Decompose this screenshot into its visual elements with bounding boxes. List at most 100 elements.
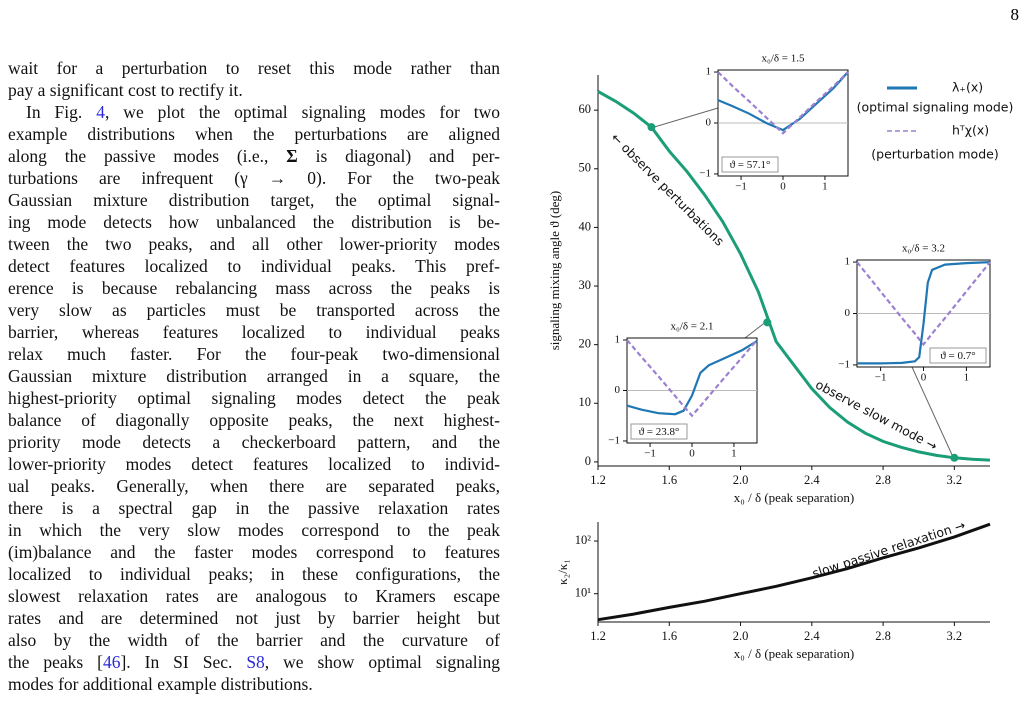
text: rates and are determined not just by bar… xyxy=(8,608,500,628)
inset-title: x₀/δ = 3.2 xyxy=(902,243,945,255)
text-line: localized to individual peaks; in these … xyxy=(8,563,500,585)
x-tick-label: −1 xyxy=(875,372,887,384)
y-tick-label: 0 xyxy=(845,307,851,319)
text-line: very slow as particles must be transport… xyxy=(8,299,500,321)
text: modes for additional example distributio… xyxy=(8,674,313,694)
note-box xyxy=(630,423,688,440)
text: ]. In SI Sec. xyxy=(120,652,247,672)
y-tick-label: 20 xyxy=(579,337,592,351)
y-tick-label: 10 xyxy=(579,395,592,409)
y-tick-label: −1 xyxy=(838,358,850,370)
y-tick-label: 0 xyxy=(615,384,621,396)
y-tick-label: 10² xyxy=(575,533,592,547)
legend-label: λ₊(x) xyxy=(952,80,983,95)
text: there is a spectral gap in the passive r… xyxy=(8,498,500,518)
x-tick-label: 1 xyxy=(822,181,828,193)
y-axis-label: κ₂/κ₁ xyxy=(555,559,570,585)
y-axis-label: signaling mixing angle ϑ (deg) xyxy=(547,191,562,351)
text-line: rates and are determined not just by bar… xyxy=(8,607,500,629)
y-tick-label: 1 xyxy=(615,334,621,346)
x-tick-label: 3.2 xyxy=(947,473,963,487)
x-tick-label: 1.6 xyxy=(661,629,677,643)
x-tick-label: 2.0 xyxy=(733,629,749,643)
text-line: lower-priority modes detect features loc… xyxy=(8,453,500,475)
note: ϑ = 23.8° xyxy=(639,426,680,438)
text-line: Gaussian mixture distribution arranged i… xyxy=(8,365,500,387)
y-tick-label: 0 xyxy=(585,454,591,468)
inset-title: x₀/δ = 1.5 xyxy=(761,53,805,65)
x-tick-label: 2.0 xyxy=(733,473,749,487)
text: priority mode detects a checkerboard pat… xyxy=(8,432,500,452)
text: tween the two peaks, and all other lower… xyxy=(8,234,500,254)
x-tick-label: −1 xyxy=(735,181,747,193)
x-tick-label: 1.2 xyxy=(590,473,606,487)
x-tick-label: 0 xyxy=(780,181,786,193)
text: localized to individual peaks; in these … xyxy=(8,564,500,584)
text-line: priority mode detects a checkerboard pat… xyxy=(8,431,500,453)
x-axis-label: x₀ / δ (peak separation) xyxy=(734,490,854,505)
text: Gaussian mixture distribution arranged i… xyxy=(8,366,500,386)
x-tick-label: 2.4 xyxy=(804,629,820,643)
text-line: Gaussian mixture distribution target, th… xyxy=(8,189,500,211)
text: highest-priority optimal signaling modes… xyxy=(8,388,500,408)
text-line: pay a significant cost to rectify it. xyxy=(8,79,500,101)
legend-description: (perturbation mode) xyxy=(871,147,998,162)
note-box xyxy=(721,156,779,173)
text: balance of diagonally opposite peaks, th… xyxy=(8,410,500,430)
body-text: wait for a perturbation to reset this mo… xyxy=(8,0,500,704)
inset-title: x₀/δ = 2.1 xyxy=(670,321,713,333)
text-line: balance of diagonally opposite peaks, th… xyxy=(8,409,500,431)
text: in which the very slow modes correspond … xyxy=(8,520,500,540)
text: the peaks [ xyxy=(8,652,103,672)
text-line: detect features localized to individual … xyxy=(8,255,500,277)
x-tick-label: 0 xyxy=(921,372,927,384)
data-line xyxy=(717,71,849,132)
y-tick-label: 10¹ xyxy=(575,586,592,600)
text: In Fig. xyxy=(26,102,97,122)
text: lower-priority modes detect features loc… xyxy=(8,454,500,474)
text: Gaussian mixture distribution target, th… xyxy=(8,190,500,210)
text: (im)balance and the faster modes corresp… xyxy=(8,542,500,562)
data-line xyxy=(597,90,991,462)
text-line: turbations are infrequent (γ → 0). For t… xyxy=(8,167,500,189)
data-line xyxy=(597,522,991,622)
page-number: 8 xyxy=(1010,5,1020,24)
x-tick-label: 2.8 xyxy=(875,473,891,487)
y-tick-label: 30 xyxy=(579,278,592,292)
note: ϑ = 0.7° xyxy=(940,350,975,362)
y-tick-label: 40 xyxy=(579,219,592,233)
x-axis-label: x₀ / δ (peak separation) xyxy=(734,646,854,661)
x-tick-label: 3.2 xyxy=(947,629,963,643)
x-tick-label: 2.8 xyxy=(875,629,891,643)
text-line: the peaks [46]. In SI Sec. S8, we show o… xyxy=(8,651,500,673)
text-line: ing mode detects how unbalanced the dist… xyxy=(8,211,500,233)
y-tick-label: 0 xyxy=(706,117,712,129)
marker xyxy=(763,318,772,327)
data-line xyxy=(857,261,991,365)
text: , we show optimal signaling xyxy=(264,652,500,672)
legend-label: hᵀχ(x) xyxy=(952,123,989,138)
y-tick-label: −1 xyxy=(699,167,711,179)
text-line: wait for a perturbation to reset this mo… xyxy=(8,57,500,79)
text: wait for a perturbation to reset this mo… xyxy=(8,58,500,78)
text: also by the width of the barrier and the… xyxy=(8,630,500,650)
text-line: in which the very slow modes correspond … xyxy=(8,519,500,541)
x-tick-label: 1.2 xyxy=(590,629,606,643)
text-line: example distributions when the perturbat… xyxy=(8,123,500,145)
x-tick-label: 0 xyxy=(689,448,695,460)
data-line xyxy=(856,261,991,347)
data-line xyxy=(626,339,758,418)
data-line xyxy=(626,340,758,416)
text: detect features localized to individual … xyxy=(8,256,500,276)
connector xyxy=(744,320,768,339)
text-line: tween the two peaks, and all other lower… xyxy=(8,233,500,255)
text: , we plot the optimal signaling modes fo… xyxy=(104,102,500,122)
text-line: In Fig. 4, we plot the optimal signaling… xyxy=(8,101,500,123)
x-tick-label: −1 xyxy=(644,448,656,460)
text-line: relax much faster. For the four-peak two… xyxy=(8,343,500,365)
data-line xyxy=(717,71,849,135)
x-tick-label: 1.6 xyxy=(661,473,677,487)
text: slowest relaxation rates are analogous t… xyxy=(8,586,500,606)
